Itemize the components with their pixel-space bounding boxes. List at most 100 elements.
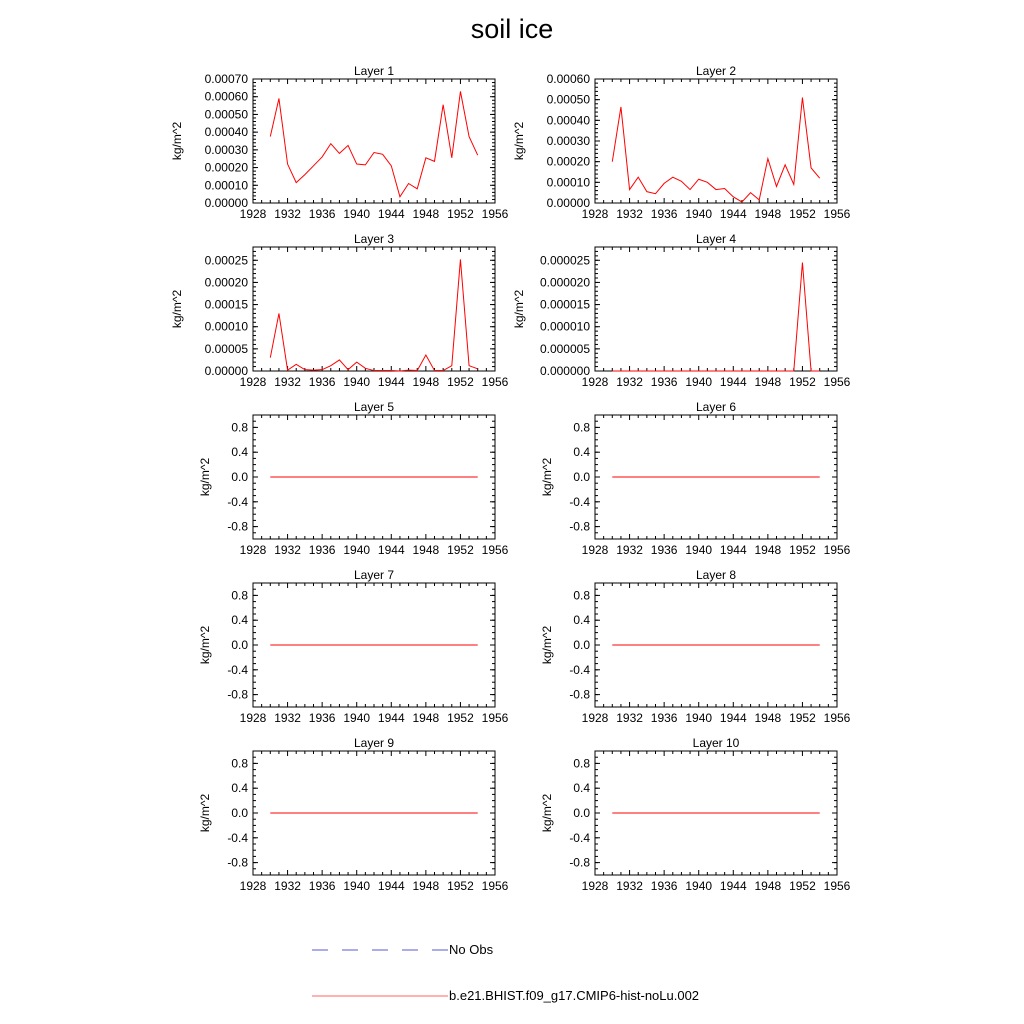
y-tick-label: 0.8: [231, 756, 248, 770]
y-tick-label: -0.4: [569, 495, 590, 509]
y-tick-label: 0.8: [573, 756, 590, 770]
x-tick-label: 1940: [343, 375, 370, 389]
x-tick-label: 1944: [378, 711, 405, 725]
y-tick-label: 0.00020: [205, 275, 249, 289]
y-tick-label: 0.8: [573, 420, 590, 434]
y-tick-label: 0.00040: [547, 113, 591, 127]
y-axis-label: kg/m^2: [540, 794, 554, 833]
panel-title: Layer 5: [354, 400, 394, 414]
y-tick-label: 0.8: [231, 588, 248, 602]
y-tick-label: 0.0: [573, 806, 590, 820]
y-tick-label: 0.00060: [547, 72, 591, 86]
x-tick-label: 1952: [447, 375, 474, 389]
y-tick-label: 0.4: [573, 445, 590, 459]
x-tick-label: 1936: [309, 207, 336, 221]
x-tick-label: 1940: [343, 711, 370, 725]
legend-model-label: b.e21.BHIST.f09_g17.CMIP6-hist-noLu.002: [449, 988, 700, 1003]
y-tick-label: 0.000020: [540, 275, 590, 289]
y-tick-label: -0.8: [227, 688, 248, 702]
legend-model: b.e21.BHIST.f09_g17.CMIP6-hist-noLu.002: [312, 986, 732, 1006]
legend-obs-label: No Obs: [449, 942, 494, 957]
x-tick-label: 1940: [343, 543, 370, 557]
x-tick-label: 1948: [755, 375, 782, 389]
x-tick-label: 1932: [274, 711, 301, 725]
panel-layer-5: Layer 5 kg/m^2 1928 1932 1936 1940 1944 1948 195…: [198, 400, 509, 557]
x-tick-label: 1940: [685, 711, 712, 725]
panel-layer-8: Layer 8 kg/m^2 1928 1932 1936 1940 1944 1948 195…: [540, 568, 851, 725]
y-tick-label: 0.4: [573, 781, 590, 795]
x-tick-label: 1932: [616, 879, 643, 893]
x-tick-label: 1948: [413, 375, 440, 389]
x-tick-label: 1952: [789, 711, 816, 725]
y-axis-label: kg/m^2: [198, 626, 212, 665]
y-tick-label: 0.8: [231, 420, 248, 434]
x-tick-label: 1932: [274, 375, 301, 389]
y-tick-label: -0.4: [227, 663, 248, 677]
y-tick-label: 0.00020: [205, 161, 249, 175]
y-tick-label: 0.0: [231, 806, 248, 820]
x-tick-label: 1928: [240, 207, 267, 221]
x-tick-label: 1928: [582, 711, 609, 725]
y-tick-label: 0.4: [231, 613, 248, 627]
series-line-model: [269, 91, 479, 199]
y-tick-label: 0.8: [573, 588, 590, 602]
x-tick-label: 1944: [378, 375, 405, 389]
y-tick-label: -0.8: [227, 856, 248, 870]
x-tick-label: 1944: [720, 207, 747, 221]
y-tick-label: 0.000025: [540, 253, 590, 267]
panel-layer-1: Layer 1 kg/m^2 1928 1932 1936 1940 1944 1948 195…: [170, 64, 509, 221]
x-tick-label: 1956: [824, 543, 851, 557]
y-tick-label: 0.00025: [205, 253, 249, 267]
x-tick-label: 1944: [720, 711, 747, 725]
y-tick-label: 0.00010: [205, 178, 249, 192]
y-tick-label: 0.00005: [205, 342, 249, 356]
y-tick-label: 0.00000: [205, 364, 249, 378]
y-axis-label: kg/m^2: [512, 290, 526, 329]
y-tick-label: 0.00070: [205, 72, 249, 86]
x-tick-label: 1932: [616, 543, 643, 557]
x-tick-label: 1940: [685, 207, 712, 221]
y-tick-label: 0.4: [231, 445, 248, 459]
x-tick-label: 1948: [413, 543, 440, 557]
x-tick-label: 1944: [378, 543, 405, 557]
y-tick-label: -0.8: [569, 856, 590, 870]
y-axis-label: kg/m^2: [540, 626, 554, 665]
x-tick-label: 1940: [343, 879, 370, 893]
panel-layer-6: Layer 6 kg/m^2 1928 1932 1936 1940 1944 1948 195…: [540, 400, 851, 557]
panel-title: Layer 1: [354, 64, 394, 78]
series-line-model: [269, 259, 478, 372]
x-tick-label: 1952: [789, 543, 816, 557]
y-tick-label: 0.0: [231, 470, 248, 484]
plot-frame: [252, 78, 496, 204]
x-tick-label: 1928: [582, 375, 609, 389]
y-tick-label: 0.0: [573, 470, 590, 484]
x-tick-label: 1952: [447, 543, 474, 557]
panel-layer-3: Layer 3 kg/m^2 1928 1932 1936 1940 1944 1948 195…: [170, 232, 509, 389]
legend-model-swatch: [312, 995, 448, 997]
panel-layer-2: Layer 2 kg/m^2 1928 1932 1936 1940 1944 1948 195…: [512, 64, 851, 221]
x-tick-label: 1944: [378, 879, 405, 893]
y-tick-label: 0.00030: [547, 134, 591, 148]
y-tick-label: 0.00040: [205, 125, 249, 139]
x-tick-label: 1944: [378, 207, 405, 221]
x-tick-label: 1952: [789, 375, 816, 389]
y-tick-label: 0.00000: [205, 196, 249, 210]
x-tick-label: 1936: [309, 375, 336, 389]
x-tick-label: 1932: [274, 207, 301, 221]
y-axis-label: kg/m^2: [198, 458, 212, 497]
x-tick-label: 1936: [309, 711, 336, 725]
y-tick-label: 0.000000: [540, 364, 590, 378]
legend-obs-swatch: [312, 949, 448, 951]
x-tick-label: 1928: [582, 207, 609, 221]
legend-obs: No Obs: [312, 940, 512, 960]
y-tick-label: -0.4: [569, 831, 590, 845]
y-axis-label: kg/m^2: [170, 290, 184, 329]
x-tick-label: 1932: [616, 375, 643, 389]
x-tick-label: 1936: [309, 543, 336, 557]
y-tick-label: 0.0: [231, 638, 248, 652]
y-tick-label: -0.8: [569, 520, 590, 534]
panel-title: Layer 9: [354, 736, 394, 750]
y-tick-label: -0.8: [227, 520, 248, 534]
y-tick-label: 0.0: [573, 638, 590, 652]
x-tick-label: 1956: [824, 375, 851, 389]
